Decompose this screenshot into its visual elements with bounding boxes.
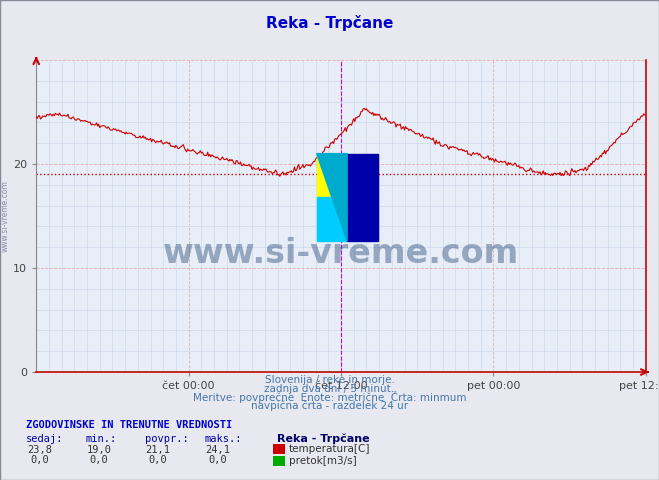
Polygon shape: [317, 154, 347, 241]
Text: Slovenija / reke in morje.: Slovenija / reke in morje.: [264, 375, 395, 385]
Text: pretok[m3/s]: pretok[m3/s]: [289, 456, 357, 466]
Text: 0,0: 0,0: [90, 455, 108, 465]
Text: 21,1: 21,1: [146, 445, 171, 455]
Text: Meritve: povprečne  Enote: metrične  Črta: minmum: Meritve: povprečne Enote: metrične Črta:…: [192, 392, 467, 403]
Bar: [347, 154, 378, 241]
Text: zadnja dva dni / 5 minut.: zadnja dva dni / 5 minut.: [264, 384, 395, 394]
Text: maks.:: maks.:: [204, 434, 242, 444]
Text: 0,0: 0,0: [208, 455, 227, 465]
Text: 23,8: 23,8: [27, 445, 52, 455]
Text: ZGODOVINSKE IN TRENUTNE VREDNOSTI: ZGODOVINSKE IN TRENUTNE VREDNOSTI: [26, 420, 233, 430]
Text: 19,0: 19,0: [86, 445, 111, 455]
Text: povpr.:: povpr.:: [145, 434, 188, 444]
Text: navpična črta - razdelek 24 ur: navpična črta - razdelek 24 ur: [251, 401, 408, 411]
Text: 24,1: 24,1: [205, 445, 230, 455]
Text: sedaj:: sedaj:: [26, 434, 64, 444]
Text: temperatura[C]: temperatura[C]: [289, 444, 370, 454]
Text: 0,0: 0,0: [149, 455, 167, 465]
Text: min.:: min.:: [86, 434, 117, 444]
Text: Reka - Trpčane: Reka - Trpčane: [266, 15, 393, 31]
Text: Reka - Trpčane: Reka - Trpčane: [277, 434, 370, 444]
Text: 0,0: 0,0: [30, 455, 49, 465]
Text: www.si-vreme.com: www.si-vreme.com: [163, 237, 519, 270]
Bar: [317, 154, 347, 197]
Text: www.si-vreme.com: www.si-vreme.com: [1, 180, 10, 252]
Bar: [317, 197, 347, 241]
